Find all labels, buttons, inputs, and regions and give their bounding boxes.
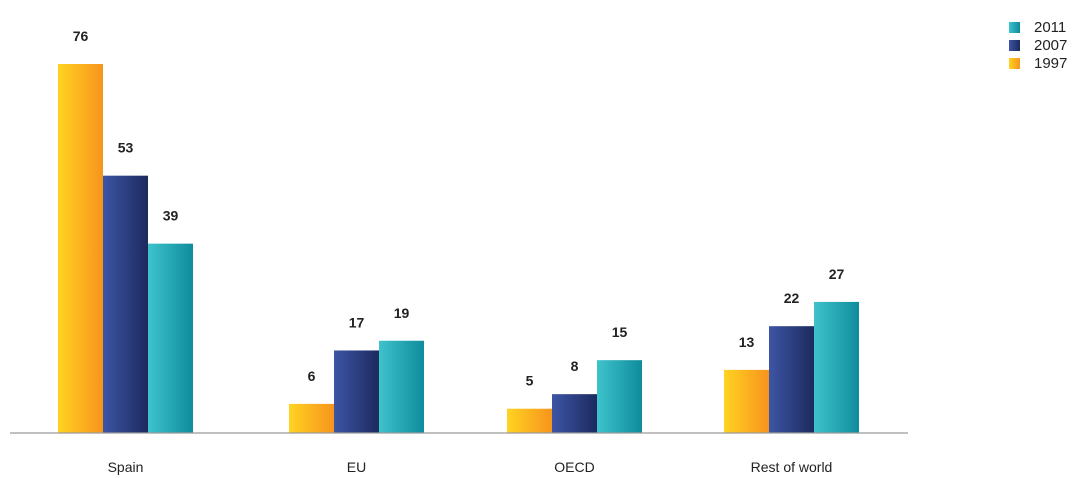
category-label-spain: Spain <box>108 459 144 475</box>
bar-rest-of-world-2007 <box>769 326 814 433</box>
value-label-spain-2007: 53 <box>118 140 134 156</box>
category-labels-group: Spain EU OECD Rest of world <box>108 459 833 475</box>
category-label-oecd: OECD <box>554 459 594 475</box>
value-label-spain-1997: 76 <box>73 28 89 44</box>
category-label-rest-of-world: Rest of world <box>751 459 833 475</box>
value-label-eu-2011: 19 <box>394 305 410 321</box>
legend-swatch-2011 <box>1009 21 1020 33</box>
legend-item-2007: 2007 <box>1009 36 1091 54</box>
category-label-eu: EU <box>347 459 366 475</box>
legend-swatch-2007 <box>1009 39 1020 51</box>
bar-rest-of-world-2011 <box>814 301 859 433</box>
value-label-oecd-2007: 8 <box>571 358 579 374</box>
bar-spain-2007 <box>103 175 148 433</box>
value-label-eu-1997: 6 <box>308 368 316 384</box>
legend-item-1997: 1997 <box>1009 54 1091 72</box>
bar-spain-2011 <box>148 243 193 433</box>
value-label-oecd-2011: 15 <box>612 324 628 340</box>
value-label-rest-of-world-1997: 13 <box>739 334 755 350</box>
legend-swatch-1997 <box>1009 57 1020 69</box>
legend-item-2011: 2011 <box>1009 18 1091 36</box>
bar-oecd-2007 <box>552 394 597 433</box>
legend-label-2011: 2011 <box>1034 18 1067 36</box>
bar-eu-1997 <box>289 403 334 433</box>
value-label-eu-2007: 17 <box>349 314 365 330</box>
bars-group <box>58 64 859 433</box>
legend: 2011 2007 1997 <box>1009 18 1091 72</box>
bar-eu-2011 <box>379 340 424 433</box>
value-labels-group: 76 53 39 6 17 19 5 8 15 13 22 27 <box>73 28 845 389</box>
legend-label-1997: 1997 <box>1034 54 1068 72</box>
value-label-spain-2011: 39 <box>163 208 179 224</box>
legend-label-2007: 2007 <box>1034 36 1068 54</box>
value-label-oecd-1997: 5 <box>526 373 534 389</box>
bar-eu-2007 <box>334 350 379 433</box>
bar-rest-of-world-1997 <box>724 369 769 433</box>
bar-spain-1997 <box>58 64 103 433</box>
value-label-rest-of-world-2007: 22 <box>784 290 800 306</box>
value-label-rest-of-world-2011: 27 <box>829 266 845 282</box>
bar-oecd-2011 <box>597 360 642 433</box>
bar-oecd-1997 <box>507 408 552 433</box>
